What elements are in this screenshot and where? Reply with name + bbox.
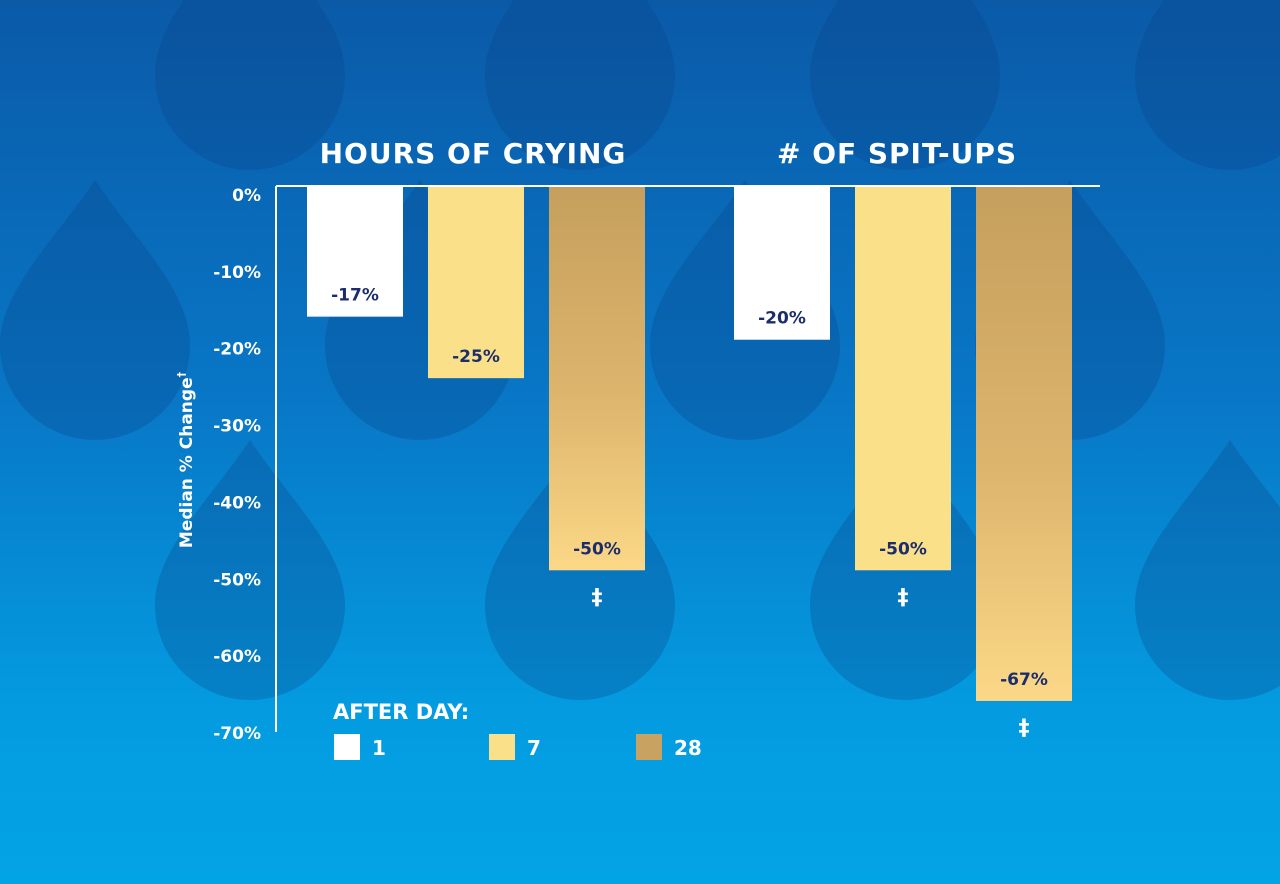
data-labels-layer: -17% -25% -50% -20% -50% -67% ‡ ‡ ‡ xyxy=(331,286,1048,741)
bar-day-1-spit-ups xyxy=(734,186,830,340)
y-axis-label-superscript: † xyxy=(175,371,188,377)
y-tick-label: -50% xyxy=(213,570,261,590)
bar-day-7-crying xyxy=(428,186,524,379)
bar-day-7-spit-ups xyxy=(855,186,951,571)
legend-label-day-7: 7 xyxy=(527,736,541,760)
legend-label-day-28: 28 xyxy=(674,736,702,760)
y-tick-label: -60% xyxy=(213,647,261,667)
group-title-crying: HOURS OF CRYING xyxy=(320,137,627,170)
significance-marker: ‡ xyxy=(898,585,909,610)
bar-value-label: -20% xyxy=(758,309,806,329)
bar-day-28-spit-ups xyxy=(976,186,1072,701)
bar-value-label: -50% xyxy=(879,539,927,559)
bar-day-28-crying xyxy=(549,186,645,571)
y-axis-label: Median % Change† xyxy=(175,371,197,548)
bar-value-label: -17% xyxy=(331,286,379,306)
legend-swatch-day-7 xyxy=(489,734,515,760)
legend-items: 1 7 28 xyxy=(334,734,702,760)
bar-value-label: -67% xyxy=(1000,670,1048,690)
legend: AFTER DAY: 1 7 28 xyxy=(333,700,702,760)
group-title-spit-ups: # OF SPIT-UPS xyxy=(777,137,1017,170)
legend-label-day-1: 1 xyxy=(372,736,386,760)
y-tick-label: -10% xyxy=(213,263,261,283)
legend-title: AFTER DAY: xyxy=(333,700,469,724)
y-tick-label: 0% xyxy=(232,186,261,206)
significance-marker: ‡ xyxy=(1019,716,1030,741)
y-tick-label: -70% xyxy=(213,724,261,744)
y-tick-label: -20% xyxy=(213,340,261,360)
legend-swatch-day-1 xyxy=(334,734,360,760)
y-tick-labels: 0% -10% -20% -30% -40% -50% -60% -70% xyxy=(213,186,261,744)
significance-marker: ‡ xyxy=(592,585,603,610)
y-tick-label: -40% xyxy=(213,493,261,513)
bars-layer xyxy=(307,186,1072,701)
legend-swatch-day-28 xyxy=(636,734,662,760)
bar-value-label: -50% xyxy=(573,539,621,559)
bar-day-1-crying xyxy=(307,186,403,317)
bar-value-label: -25% xyxy=(452,347,500,367)
y-tick-label: -30% xyxy=(213,417,261,437)
